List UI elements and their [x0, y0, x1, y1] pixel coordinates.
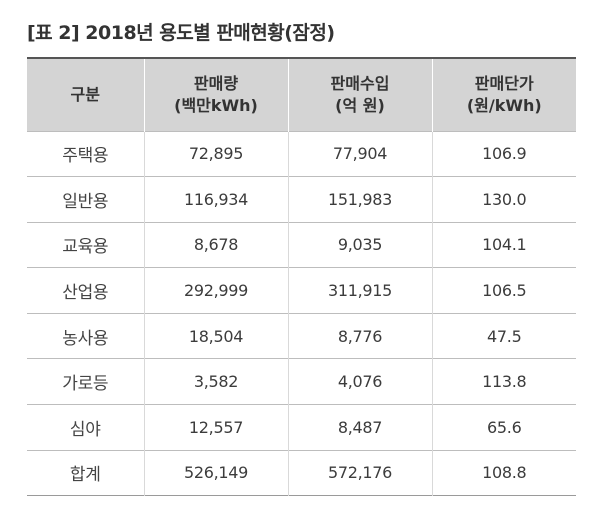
header-sales-revenue-unit: (억 원): [335, 95, 385, 115]
row-sales-revenue: 9,035: [287, 222, 432, 268]
header-unit-price: 판매단가 (원/kWh): [431, 58, 576, 131]
row-unit-price: 108.8: [431, 450, 576, 496]
row-sales-volume: 116,934: [143, 176, 288, 223]
row-sales-volume: 72,895: [143, 131, 288, 177]
header-sales-volume-label: 판매량: [193, 73, 239, 93]
row-sales-volume: 12,557: [143, 404, 288, 451]
row-sales-revenue: 311,915: [287, 267, 432, 314]
sales-table-container: 구분 판매량 (백만kWh) 판매수입 (억 원) 판매단가 (원/kWh) 주…: [27, 57, 576, 496]
row-unit-price: 104.1: [431, 222, 576, 268]
table-row: 주택용 72,895 77,904 106.9: [27, 131, 576, 177]
header-category-label: 구분: [70, 84, 100, 104]
row-category: 심야: [69, 419, 101, 440]
row-sales-volume: 526,149: [143, 450, 288, 496]
table-total-row: 합계 526,149 572,176 108.8: [27, 450, 576, 496]
row-sales-volume: 8,678: [143, 222, 288, 268]
row-category: 주택용: [62, 146, 109, 167]
row-sales-revenue: 151,983: [287, 176, 432, 223]
row-unit-price: 106.9: [431, 131, 576, 177]
header-sales-revenue: 판매수입 (억 원): [287, 58, 432, 131]
row-sales-revenue: 572,176: [287, 450, 432, 496]
table-row: 산업용 292,999 311,915 106.5: [27, 267, 576, 314]
row-sales-revenue: 77,904: [287, 131, 432, 177]
table-row: 심야 12,557 8,487 65.6: [27, 404, 576, 451]
row-category: 산업용: [62, 283, 109, 304]
row-sales-revenue: 4,076: [287, 358, 432, 405]
row-unit-price: 113.8: [431, 358, 576, 405]
header-sales-revenue-label: 판매수입: [330, 73, 390, 93]
table-title: [표 2] 2018년 용도별 판매현황(잠정): [27, 22, 335, 44]
row-category: 교육용: [62, 237, 109, 258]
row-sales-volume: 18,504: [143, 313, 288, 359]
row-category: 농사용: [62, 328, 109, 349]
row-unit-price: 47.5: [431, 313, 576, 359]
header-unit-price-unit: (원/kWh): [466, 95, 542, 115]
row-sales-revenue: 8,776: [287, 313, 432, 359]
row-unit-price: 65.6: [431, 404, 576, 451]
row-sales-volume: 292,999: [143, 267, 288, 314]
row-sales-revenue: 8,487: [287, 404, 432, 451]
table-row: 교육용 8,678 9,035 104.1: [27, 222, 576, 268]
table-row: 농사용 18,504 8,776 47.5: [27, 313, 576, 359]
sales-table: 구분 판매량 (백만kWh) 판매수입 (억 원) 판매단가 (원/kWh) 주…: [27, 57, 576, 496]
row-unit-price: 130.0: [431, 176, 576, 223]
header-category: 구분: [27, 58, 144, 131]
row-sales-volume: 3,582: [143, 358, 288, 405]
header-sales-volume-unit: (백만kWh): [174, 95, 258, 115]
table-row: 일반용 116,934 151,983 130.0: [27, 176, 576, 223]
table-row: 가로등 3,582 4,076 113.8: [27, 358, 576, 405]
row-unit-price: 106.5: [431, 267, 576, 314]
row-category: 합계: [69, 465, 101, 486]
row-category: 일반용: [62, 191, 109, 212]
table-header-row: 구분 판매량 (백만kWh) 판매수입 (억 원) 판매단가 (원/kWh): [27, 58, 576, 131]
header-unit-price-label: 판매단가: [474, 73, 534, 93]
header-sales-volume: 판매량 (백만kWh): [143, 58, 288, 131]
row-category: 가로등: [62, 374, 109, 395]
